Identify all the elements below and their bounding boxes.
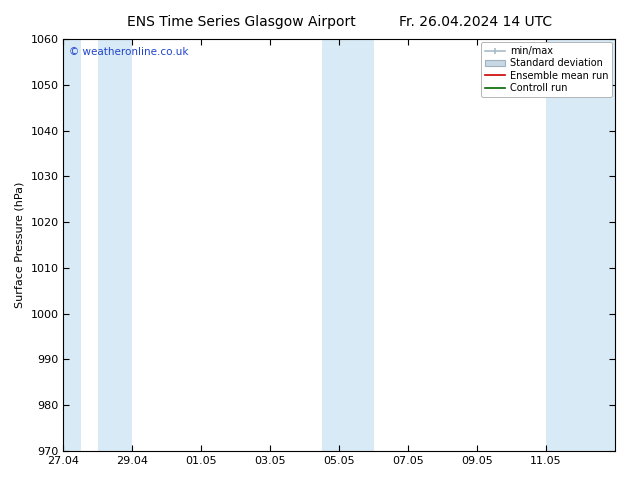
Text: Fr. 26.04.2024 14 UTC: Fr. 26.04.2024 14 UTC — [399, 15, 552, 29]
Bar — [546, 39, 615, 451]
Bar — [98, 39, 133, 451]
Legend: min/max, Standard deviation, Ensemble mean run, Controll run: min/max, Standard deviation, Ensemble me… — [481, 42, 612, 97]
Y-axis label: Surface Pressure (hPa): Surface Pressure (hPa) — [15, 182, 25, 308]
Bar — [63, 39, 81, 451]
Text: © weatheronline.co.uk: © weatheronline.co.uk — [69, 48, 188, 57]
Bar — [322, 39, 373, 451]
Text: ENS Time Series Glasgow Airport: ENS Time Series Glasgow Airport — [127, 15, 355, 29]
